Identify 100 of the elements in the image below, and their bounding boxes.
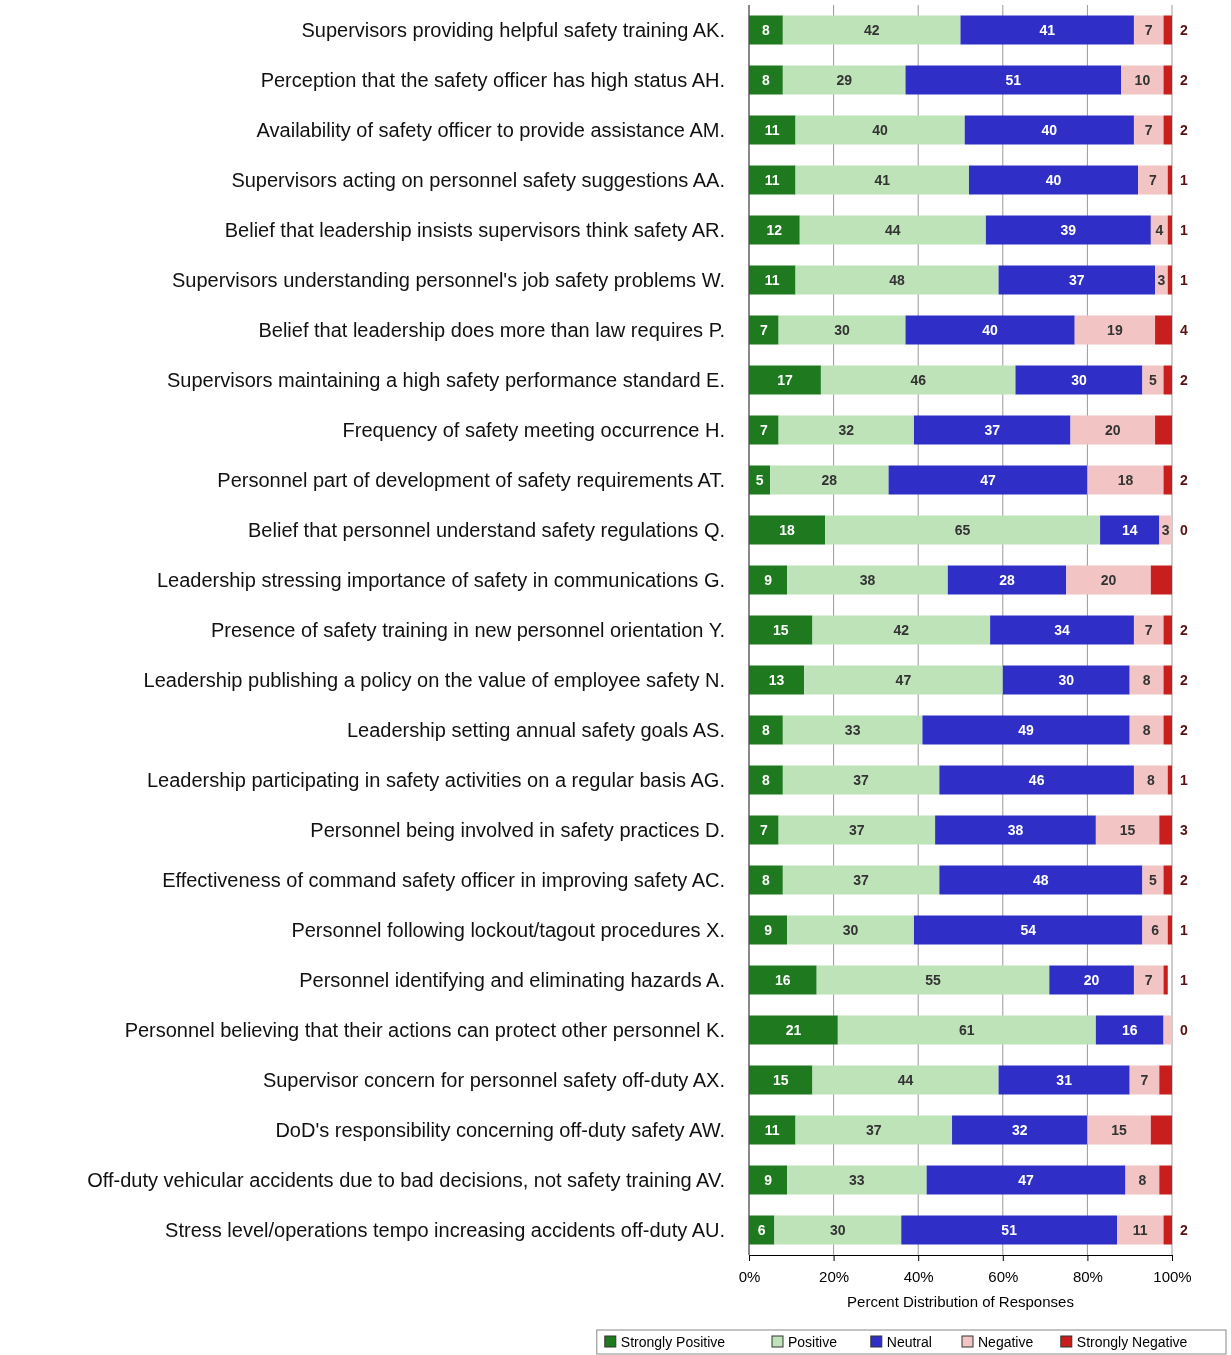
data-label: 11 bbox=[764, 122, 780, 138]
bar bbox=[816, 965, 1050, 995]
bar bbox=[990, 615, 1134, 645]
bar bbox=[939, 865, 1143, 895]
legend-label: Neutral bbox=[886, 1334, 932, 1350]
data-label: 37 bbox=[853, 872, 870, 888]
bar bbox=[1129, 1065, 1160, 1095]
data-label: 40 bbox=[982, 322, 999, 338]
bar bbox=[922, 715, 1130, 745]
data-label: 38 bbox=[859, 572, 876, 588]
data-label: 51 bbox=[1005, 72, 1022, 88]
bar bbox=[795, 115, 965, 145]
bar bbox=[778, 415, 914, 445]
bar bbox=[749, 1165, 788, 1195]
bar bbox=[1066, 565, 1151, 595]
data-label: 13 bbox=[768, 672, 785, 688]
legend-label: Strongly Negative bbox=[1076, 1334, 1188, 1350]
data-label: 3 bbox=[1157, 272, 1166, 288]
data-label: 3 bbox=[1161, 522, 1170, 538]
bar bbox=[1070, 415, 1156, 445]
data-label: 37 bbox=[984, 422, 1001, 438]
data-label: 42 bbox=[863, 22, 880, 38]
y-tick-label: Personnel believing that their actions can protect other personnel K. bbox=[124, 1019, 725, 1041]
bar bbox=[1138, 165, 1168, 195]
bar bbox=[749, 15, 783, 45]
data-label: 17 bbox=[777, 372, 793, 388]
data-label: 2 bbox=[1180, 722, 1188, 738]
legend-label: Positive bbox=[788, 1334, 838, 1350]
data-label: 54 bbox=[1020, 922, 1037, 938]
y-tick-label: Off-duty vehicular accidents due to bad decisions, not safety training AV. bbox=[87, 1169, 725, 1191]
bar bbox=[749, 415, 779, 445]
data-label: 2 bbox=[1180, 622, 1188, 638]
bar bbox=[1150, 215, 1168, 245]
data-label: 7 bbox=[759, 822, 768, 838]
bar bbox=[1095, 1015, 1164, 1045]
data-label: 15 bbox=[1111, 1122, 1128, 1138]
bar bbox=[1129, 715, 1164, 745]
data-label: 37 bbox=[1069, 272, 1085, 288]
data-label: 41 bbox=[1039, 22, 1056, 38]
bar bbox=[926, 1165, 1126, 1195]
bar bbox=[812, 1065, 999, 1095]
data-label: 33 bbox=[849, 1172, 865, 1188]
bar bbox=[1133, 15, 1164, 45]
bar bbox=[825, 515, 1101, 545]
bar bbox=[1117, 1215, 1164, 1245]
y-tick-label: Personnel part of development of safety requirements AT. bbox=[217, 469, 725, 491]
data-label: 1 bbox=[1180, 922, 1188, 938]
bar bbox=[1155, 315, 1172, 345]
bar bbox=[1133, 765, 1168, 795]
bar bbox=[803, 665, 1003, 695]
bar bbox=[960, 15, 1134, 45]
data-label: 5 bbox=[755, 472, 764, 488]
data-label: 37 bbox=[866, 1122, 882, 1138]
y-tick-label: Availability of safety officer to provide assistance AM. bbox=[256, 119, 725, 141]
data-label: 46 bbox=[910, 372, 927, 388]
bar bbox=[1095, 815, 1160, 845]
bar bbox=[901, 1215, 1118, 1245]
bar bbox=[749, 165, 796, 195]
data-label: 14 bbox=[1121, 522, 1138, 538]
bar bbox=[1163, 1015, 1172, 1045]
data-label: 40 bbox=[872, 122, 889, 138]
data-label: 15 bbox=[772, 1072, 789, 1088]
bar bbox=[1163, 665, 1172, 695]
data-label: 49 bbox=[1018, 722, 1035, 738]
data-label: 7 bbox=[1144, 622, 1153, 638]
bar bbox=[770, 465, 889, 495]
bar bbox=[774, 1215, 902, 1245]
bar bbox=[1159, 815, 1172, 845]
y-tick-label: Effectiveness of command safety officer in improving safety AC. bbox=[162, 869, 725, 891]
bar bbox=[1142, 865, 1164, 895]
bar bbox=[1167, 265, 1172, 295]
bar bbox=[998, 265, 1156, 295]
data-label: 2 bbox=[1180, 872, 1188, 888]
data-label: 11 bbox=[764, 1122, 780, 1138]
y-tick-label: Personnel being involved in safety practices D. bbox=[310, 819, 725, 841]
data-label: 5 bbox=[1149, 872, 1158, 888]
bar bbox=[1133, 615, 1164, 645]
bar bbox=[985, 215, 1151, 245]
bar bbox=[749, 615, 813, 645]
data-label: 42 bbox=[893, 622, 910, 638]
data-label: 1 bbox=[1180, 172, 1188, 188]
bar bbox=[1163, 465, 1172, 495]
data-label: 37 bbox=[849, 822, 865, 838]
data-label: 5 bbox=[1149, 372, 1158, 388]
y-tick-label: Supervisors providing helpful safety training AK. bbox=[301, 19, 725, 41]
bar bbox=[1163, 115, 1172, 145]
data-label: 1 bbox=[1180, 772, 1188, 788]
bar bbox=[1163, 715, 1172, 745]
bar bbox=[1163, 965, 1168, 995]
data-label: 10 bbox=[1134, 72, 1151, 88]
data-label: 47 bbox=[895, 672, 912, 688]
data-label: 33 bbox=[844, 722, 861, 738]
bar bbox=[1163, 865, 1172, 895]
bar bbox=[1167, 765, 1172, 795]
y-tick-label: Leadership participating in safety activities on a regular basis AG. bbox=[146, 769, 725, 791]
bar bbox=[1133, 965, 1164, 995]
bar bbox=[935, 815, 1096, 845]
data-label: 8 bbox=[762, 872, 771, 888]
data-label: 31 bbox=[1056, 1072, 1073, 1088]
data-label: 8 bbox=[762, 722, 771, 738]
